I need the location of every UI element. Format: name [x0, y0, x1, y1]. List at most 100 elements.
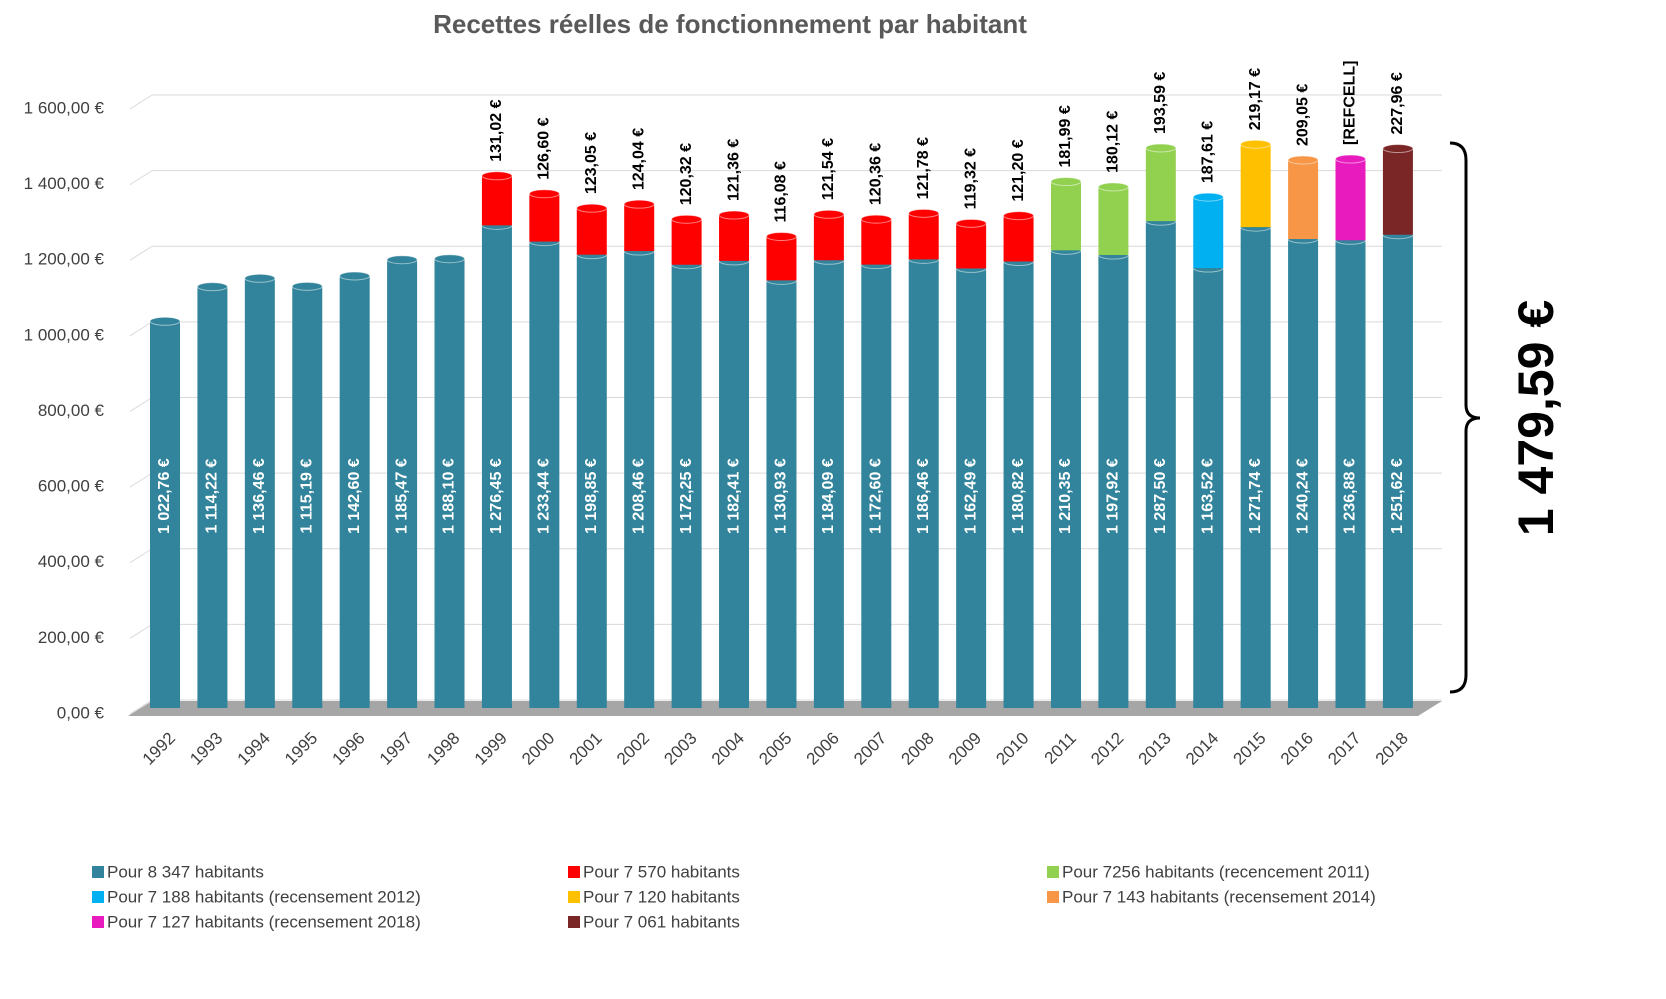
grid-line — [129, 397, 153, 412]
bar-segment — [766, 280, 797, 708]
bar-cap — [149, 316, 181, 326]
value-label: 121,54 € — [820, 138, 837, 200]
value-label: 1 130,93 € — [773, 458, 790, 534]
bracket — [1449, 141, 1481, 694]
bar-segment — [1288, 239, 1319, 709]
bar-segment — [481, 175, 512, 226]
x-tick-label: 2012 — [1087, 729, 1127, 769]
y-tick-label: 800,00 € — [38, 401, 105, 420]
legend-label: Pour 7 143 habitants (recensement 2014) — [1062, 887, 1376, 906]
bar-cap — [1287, 155, 1319, 165]
grid-line — [129, 699, 153, 715]
bar-segment — [1003, 261, 1034, 708]
bar-segment — [624, 251, 655, 708]
total-annotation: 1 479,59 € — [1508, 300, 1564, 536]
x-tick-label: 1999 — [471, 729, 511, 769]
grid-line — [129, 623, 153, 639]
value-label: 1 162,49 € — [962, 458, 979, 534]
value-label: 209,05 € — [1294, 84, 1311, 146]
bar-cap — [1097, 182, 1129, 192]
value-label: 1 240,24 € — [1294, 458, 1311, 534]
value-label: 1 114,22 € — [204, 459, 221, 534]
x-tick-label: 2017 — [1324, 729, 1364, 769]
bar-segment — [1050, 250, 1081, 708]
bar-segment — [719, 260, 750, 708]
legend-label: Pour 7 061 habitants — [583, 912, 740, 931]
bar-cap — [1192, 192, 1224, 202]
bar-segment — [671, 219, 702, 265]
value-label: 1 271,74 € — [1247, 458, 1264, 534]
x-tick-label: 2015 — [1229, 729, 1269, 769]
bar-cap — [1382, 144, 1414, 154]
value-label: 181,99 € — [1057, 105, 1074, 167]
x-tick-label: 2010 — [992, 729, 1032, 769]
bar-cap — [765, 231, 797, 241]
bar-segment — [1193, 268, 1224, 708]
bar-cap — [1240, 139, 1272, 149]
x-tick-label: 2018 — [1372, 729, 1412, 769]
value-label: 1 172,60 € — [868, 458, 885, 534]
bar-cap — [528, 189, 560, 199]
bar-segment — [956, 268, 987, 708]
bar-cap — [623, 199, 655, 209]
bar-cap — [671, 214, 703, 224]
value-label: 119,32 € — [962, 148, 979, 210]
bar-segment — [1193, 197, 1224, 269]
value-label: 1 208,46 € — [630, 458, 647, 534]
value-label: 227,96 € — [1389, 72, 1406, 134]
y-tick-label: 200,00 € — [38, 628, 105, 647]
bar-cap — [196, 282, 228, 292]
bar-cap — [291, 281, 323, 291]
x-tick-label: 2013 — [1135, 729, 1175, 769]
bar-cap — [860, 214, 892, 224]
bar-segment — [908, 259, 939, 708]
x-tick-label: 2009 — [945, 729, 985, 769]
bar-cap — [1050, 177, 1082, 187]
legend-swatch — [92, 866, 104, 878]
x-tick-label: 1997 — [376, 729, 416, 769]
value-label: 123,05 € — [583, 132, 600, 194]
chart-title: Recettes réelles de fonctionnement par h… — [433, 9, 1027, 39]
bar-segment — [529, 193, 560, 242]
value-label: 1 236,88 € — [1342, 458, 1359, 534]
bar-segment — [766, 236, 797, 281]
bar-cap — [339, 271, 371, 281]
legend-label: Pour 7 127 habitants (recensement 2018) — [107, 912, 421, 931]
value-label: 131,02 € — [488, 99, 505, 161]
bar-cap — [244, 273, 276, 283]
value-label: 1 115,19 € — [298, 459, 315, 534]
grid-line — [129, 548, 153, 564]
bar-segment — [719, 215, 750, 261]
legend-label: Pour 7 570 habitants — [583, 862, 740, 881]
x-tick-label: 2016 — [1277, 729, 1317, 769]
y-tick-label: 0,00 € — [57, 703, 105, 722]
bar-segment — [150, 321, 180, 708]
x-tick-label: 1993 — [186, 729, 226, 769]
bar-segment — [339, 275, 370, 708]
bar-segment — [813, 214, 844, 261]
bar-segment — [813, 260, 844, 708]
legend-label: Pour 8 347 habitants — [107, 862, 264, 881]
value-label: 121,20 € — [1010, 139, 1027, 201]
bar-segment — [1335, 159, 1366, 241]
bar-segment — [1145, 147, 1176, 222]
bar-segment — [434, 258, 465, 708]
bar-segment — [244, 278, 275, 708]
value-label: 116,08 € — [773, 161, 790, 223]
bar-cap — [576, 203, 608, 213]
bar-segment — [956, 223, 987, 269]
bar-segment — [576, 254, 607, 708]
bar-cap — [1335, 154, 1366, 164]
legend-label: Pour 7256 habitants (recencement 2011) — [1062, 862, 1370, 881]
bar-segment — [1382, 234, 1413, 708]
value-label: 121,78 € — [915, 137, 932, 199]
y-tick-label: 1 200,00 € — [24, 250, 105, 269]
y-tick-label: 1 600,00 € — [24, 98, 105, 117]
value-label: 1 198,85 € — [583, 458, 600, 534]
value-label: 1 188,10 € — [441, 458, 458, 534]
value-label: 1 251,62 € — [1389, 458, 1406, 534]
value-label: 219,17 € — [1247, 68, 1264, 130]
value-label: 1 136,46 € — [251, 458, 268, 534]
value-label: 1 184,09 € — [820, 458, 837, 534]
